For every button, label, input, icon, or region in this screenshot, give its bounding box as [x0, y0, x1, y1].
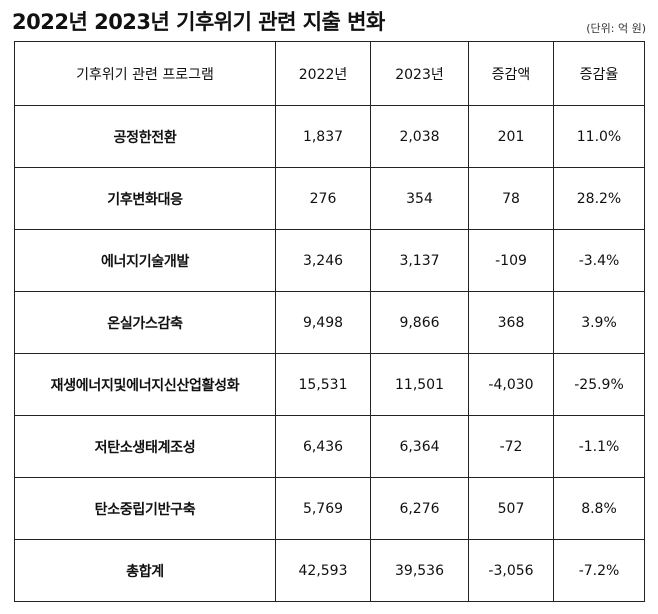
title: 2022년 2023년 기후위기 관련 지출 변화: [12, 10, 385, 34]
unit-note: (단위: 억 원): [586, 22, 646, 35]
cell: 15,531: [275, 353, 371, 416]
data-row: 공정한전환 1,837 2,038 201 11.0%: [14, 105, 645, 168]
column-header: 2023년: [370, 41, 469, 106]
cell: 5,769: [275, 477, 371, 540]
cell: 6,276: [370, 477, 469, 540]
cell: 507: [468, 477, 554, 540]
column-header: 증감율: [553, 41, 645, 106]
cell: 201: [468, 105, 554, 168]
program-name: 기후변화대응: [14, 167, 276, 230]
program-name: 탄소중립기반구축: [14, 477, 276, 540]
cell: 78: [468, 167, 554, 230]
data-row: 재생에너지및에너지신산업활성화 15,531 11,501 -4,030 -25.9%: [14, 353, 645, 416]
cell: 6,364: [370, 415, 469, 478]
data-row: 온실가스감축 9,498 9,866 368 3.9%: [14, 291, 645, 354]
program-name: 저탄소생태계조성: [14, 415, 276, 478]
program-name: 온실가스감축: [14, 291, 276, 354]
cell: 368: [468, 291, 554, 354]
cell: 42,593: [275, 539, 371, 602]
cell: 9,498: [275, 291, 371, 354]
cell: -3,056: [468, 539, 554, 602]
program-name: 총합계: [14, 539, 276, 602]
cell: -1.1%: [553, 415, 645, 478]
data-row: 탄소중립기반구축 5,769 6,276 507 8.8%: [14, 477, 645, 540]
cell: 6,436: [275, 415, 371, 478]
header-row: 기후위기 관련 프로그램 2022년 2023년 증감액 증감율: [14, 41, 645, 106]
data-row: 총합계 42,593 39,536 -3,056 -7.2%: [14, 539, 645, 602]
cell: 276: [275, 167, 371, 230]
data-row: 기후변화대응 276 354 78 28.2%: [14, 167, 645, 230]
cell: 11.0%: [553, 105, 645, 168]
cell: 3.9%: [553, 291, 645, 354]
data-row: 저탄소생태계조성 6,436 6,364 -72 -1.1%: [14, 415, 645, 478]
cell: 11,501: [370, 353, 469, 416]
cell: -25.9%: [553, 353, 645, 416]
cell: -7.2%: [553, 539, 645, 602]
cell: 354: [370, 167, 469, 230]
program-name: 재생에너지및에너지신산업활성화: [14, 353, 276, 416]
cell: 8.8%: [553, 477, 645, 540]
spending-table: 기후위기 관련 프로그램 2022년 2023년 증감액 증감율 공정한전환 1,837 2,…: [14, 41, 645, 602]
cell: -4,030: [468, 353, 554, 416]
cell: 9,866: [370, 291, 469, 354]
column-header: 증감액: [468, 41, 554, 106]
column-header: 2022년: [275, 41, 371, 106]
cell: -3.4%: [553, 229, 645, 292]
data-row: 에너지기술개발 3,246 3,137 -109 -3.4%: [14, 229, 645, 292]
cell: -72: [468, 415, 554, 478]
cell: 28.2%: [553, 167, 645, 230]
cell: -109: [468, 229, 554, 292]
cell: 3,137: [370, 229, 469, 292]
cell: 1,837: [275, 105, 371, 168]
program-name: 공정한전환: [14, 105, 276, 168]
column-header: 기후위기 관련 프로그램: [14, 41, 276, 106]
cell: 3,246: [275, 229, 371, 292]
program-name: 에너지기술개발: [14, 229, 276, 292]
cell: 2,038: [370, 105, 469, 168]
cell: 39,536: [370, 539, 469, 602]
